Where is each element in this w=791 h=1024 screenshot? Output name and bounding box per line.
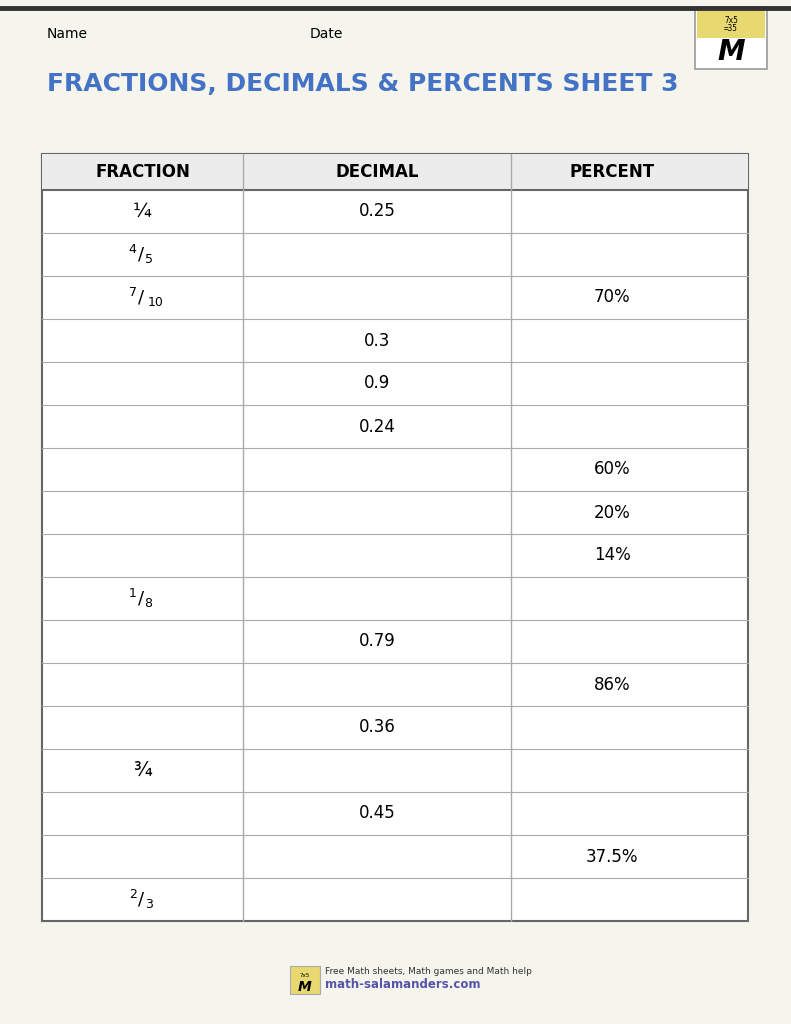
Text: DECIMAL: DECIMAL	[335, 163, 419, 181]
Text: 70%: 70%	[594, 289, 630, 306]
Text: =35: =35	[724, 25, 738, 33]
Text: 7x5: 7x5	[724, 16, 738, 26]
Text: 7: 7	[129, 286, 137, 299]
Text: ¼: ¼	[133, 202, 152, 221]
Text: 0.79: 0.79	[359, 633, 396, 650]
Text: 0.9: 0.9	[364, 375, 391, 392]
Text: 3: 3	[145, 898, 153, 911]
Text: 20%: 20%	[594, 504, 630, 521]
Text: 4: 4	[129, 243, 137, 256]
Text: 14%: 14%	[594, 547, 630, 564]
Text: 37.5%: 37.5%	[586, 848, 638, 865]
Bar	[697, 9, 765, 38]
Text: M: M	[717, 38, 745, 67]
Bar	[695, 7, 767, 69]
Text: Free Math sheets, Math games and Math help: Free Math sheets, Math games and Math he…	[325, 968, 532, 977]
Text: 10: 10	[148, 296, 164, 309]
Text: Name: Name	[47, 27, 88, 41]
Text: 0.24: 0.24	[359, 418, 396, 435]
Text: /: /	[138, 246, 144, 263]
Text: 0.45: 0.45	[359, 805, 396, 822]
Text: /: /	[138, 891, 144, 908]
Text: ¾: ¾	[133, 761, 152, 780]
Text: /: /	[138, 590, 144, 607]
Text: /: /	[138, 289, 144, 306]
Text: 5: 5	[145, 253, 153, 266]
Text: 1: 1	[129, 587, 137, 600]
Text: 0.3: 0.3	[364, 332, 391, 349]
Bar	[42, 154, 748, 921]
Text: Date: Date	[310, 27, 343, 41]
Text: 8: 8	[145, 597, 153, 610]
Bar	[42, 154, 748, 190]
Text: M: M	[298, 980, 312, 994]
Text: math-salamanders.com: math-salamanders.com	[325, 979, 480, 991]
Text: PERCENT: PERCENT	[570, 163, 655, 181]
Bar	[290, 966, 320, 994]
Text: 2: 2	[129, 888, 137, 901]
Text: 60%: 60%	[594, 461, 630, 478]
Text: FRACTIONS, DECIMALS & PERCENTS SHEET 3: FRACTIONS, DECIMALS & PERCENTS SHEET 3	[47, 72, 679, 96]
Text: 0.36: 0.36	[359, 719, 396, 736]
Text: 7x5: 7x5	[300, 973, 310, 978]
Text: 86%: 86%	[594, 676, 630, 693]
Text: 0.25: 0.25	[359, 203, 396, 220]
Text: FRACTION: FRACTION	[95, 163, 190, 181]
Bar	[42, 154, 748, 921]
